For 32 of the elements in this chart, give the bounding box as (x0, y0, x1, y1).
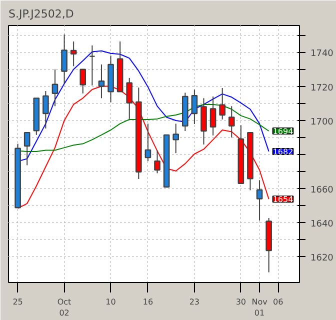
y-tick-label: 1640 (310, 219, 334, 230)
candlestick (228, 106, 235, 138)
chart-title: S.JP.J2502,D (8, 8, 74, 20)
y-tick-label: 1740 (310, 49, 334, 60)
candlestick (144, 123, 152, 162)
candlestick (219, 87, 226, 120)
x-tick-label: 10 (106, 298, 116, 306)
x-tick-label: 23 (189, 298, 200, 306)
x-tick-label: 30 (236, 298, 246, 306)
candlestick (210, 96, 216, 136)
y-tick-label: 1620 (310, 253, 334, 264)
candlestick (172, 123, 180, 154)
x-tick-label: 25 (12, 298, 23, 306)
candlestick (80, 68, 86, 94)
x-tick-label: 16 (142, 298, 154, 306)
candlestick (98, 64, 105, 99)
candlestick (61, 34, 68, 84)
candlestick (154, 150, 160, 174)
x-tick-label: Nov 01 (252, 298, 268, 318)
candlestick (191, 88, 198, 125)
y-tick-label: 1660 (310, 185, 334, 196)
y-tick-label: 1720 (310, 83, 334, 94)
candlestick (42, 90, 49, 129)
x-tick-label: 06 (273, 298, 284, 306)
y-tick-label: 1700 (310, 117, 334, 128)
candlestick (70, 41, 77, 67)
candlestick (52, 68, 58, 107)
x-tick-label: Oct 02 (57, 298, 72, 318)
candlestick (89, 44, 96, 86)
data-label: 1694 (272, 127, 294, 136)
candlestick (256, 180, 263, 222)
candlestick (24, 132, 30, 166)
